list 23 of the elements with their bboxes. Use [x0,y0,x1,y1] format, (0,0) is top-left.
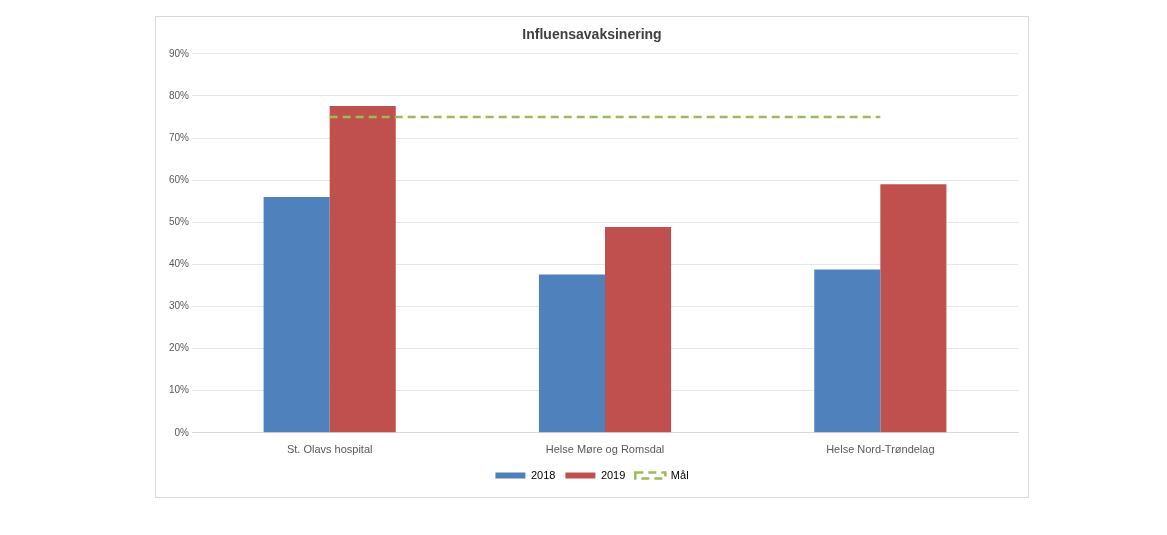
x-tick-label: Helse Møre og Romsdal [545,443,665,456]
y-tick-label: 40% [169,258,190,270]
bar [329,106,396,433]
chart-title: Influensavaksinering [522,26,662,43]
y-tick-label: 30% [169,300,190,312]
y-tick-label: 0% [174,426,190,438]
legend-label: 2019 [600,468,626,481]
y-tick-label: 90% [169,47,190,59]
legend-label: 2018 [530,468,556,481]
y-tick-label: 60% [169,173,190,185]
bar [538,274,606,433]
y-tick-label: 80% [169,89,190,101]
bar [814,269,881,433]
y-tick-label: 70% [169,131,190,143]
y-tick-label: 20% [169,342,190,354]
y-tick-label: 50% [169,215,190,227]
bar [263,196,330,433]
y-tick-label: 10% [169,384,190,396]
x-tick-label: St. Olavs hospital [286,443,373,456]
bar [605,226,672,433]
x-tick-label: Helse Nord-Trøndelag [826,443,935,456]
bar [880,184,947,433]
legend-label: Mål [670,468,689,481]
